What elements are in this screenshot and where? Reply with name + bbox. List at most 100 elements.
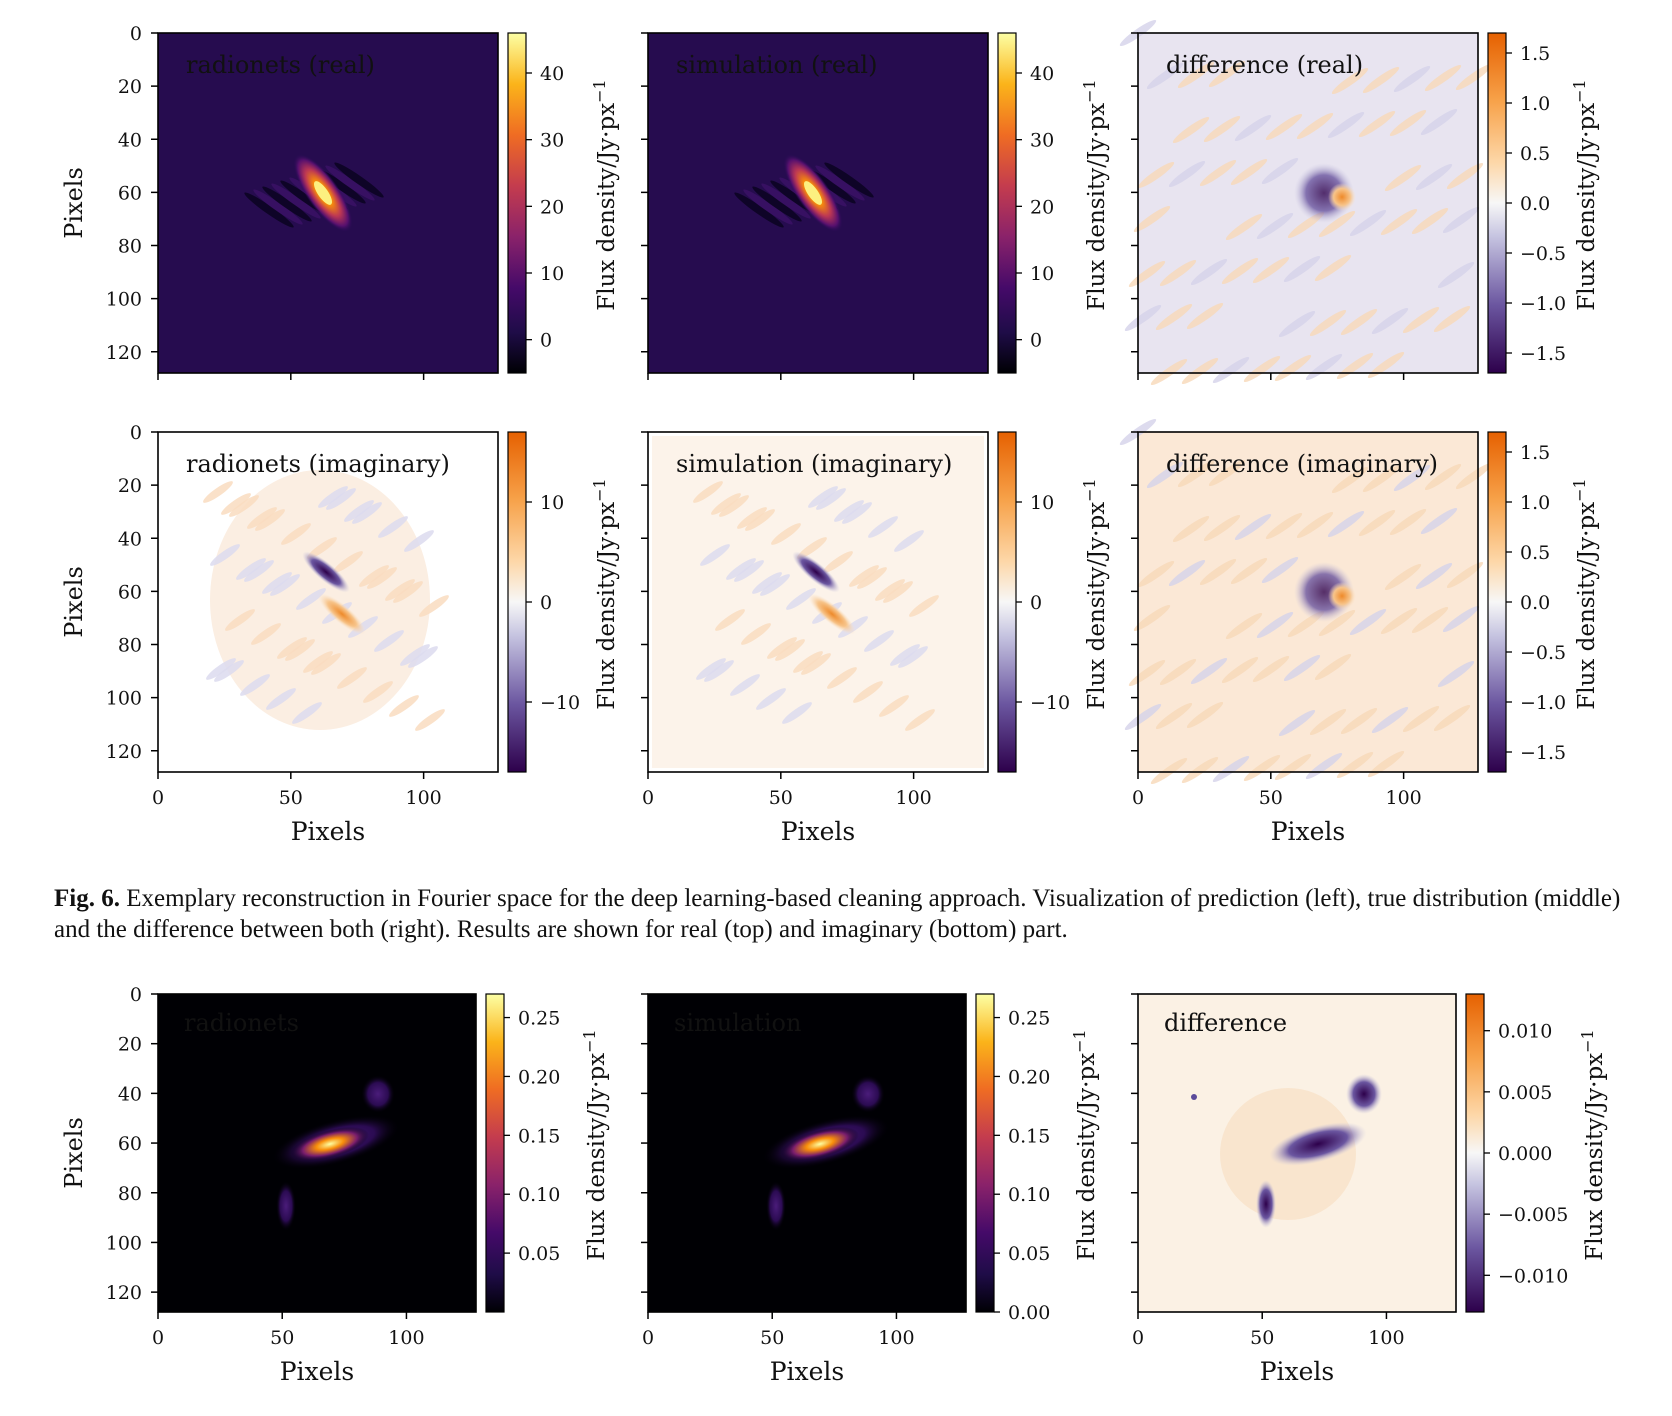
plot-frame xyxy=(1137,431,1479,773)
x-axis-label: Pixels xyxy=(1260,1357,1335,1386)
colorbar-tick-label: 10 xyxy=(540,263,564,285)
noise-streak xyxy=(1380,607,1418,635)
figure-label: Fig. 6. xyxy=(54,885,120,912)
noise-streak xyxy=(1384,563,1422,591)
noise-streak xyxy=(1190,258,1228,286)
colorbar xyxy=(975,993,995,1313)
noise-streak xyxy=(415,709,445,731)
noise-streak xyxy=(793,651,823,673)
noise-streak xyxy=(834,500,864,522)
negative-lobe xyxy=(302,551,350,593)
noise-streak xyxy=(1424,463,1462,491)
noise-streak xyxy=(393,581,423,603)
noise-streak xyxy=(827,667,857,689)
y-tick-label: 80 xyxy=(118,236,142,258)
fringe xyxy=(824,162,874,198)
panel-title: radionets (real) xyxy=(186,51,375,79)
noise-streak xyxy=(266,688,296,710)
x-tick-label: 50 xyxy=(279,787,303,809)
noise-streak xyxy=(1261,157,1299,185)
colorbar-label: Flux density/Jy·px−1 xyxy=(1070,1029,1100,1261)
noise-streak xyxy=(214,660,244,682)
x-tick-label: 100 xyxy=(1368,1327,1404,1349)
noise-streak xyxy=(1318,609,1356,637)
source-core xyxy=(291,1126,369,1162)
colorbar-tick-label: 0.25 xyxy=(1008,1008,1050,1030)
noise-streak xyxy=(1177,61,1215,89)
noise-streak xyxy=(1424,64,1462,92)
colorbar-tick-label: 30 xyxy=(1030,130,1054,152)
x-axis-label: Pixels xyxy=(770,1357,845,1386)
colorbar xyxy=(1487,32,1507,374)
noise-streak xyxy=(760,574,790,596)
noise-streak xyxy=(1256,212,1294,240)
fringe xyxy=(244,192,294,228)
noise-streak xyxy=(307,537,337,559)
noise-streak xyxy=(400,644,430,666)
panel-6: difference (imaginary) 0 50 100 Pixels 1.5 1.0… xyxy=(1119,418,1600,846)
y-tick-label: 100 xyxy=(106,1232,142,1254)
noise-streak xyxy=(816,488,846,510)
colorbar-tick-label: 0.10 xyxy=(1008,1184,1050,1206)
noise-streak xyxy=(1415,562,1453,590)
x-tick-label: 0 xyxy=(642,1327,654,1349)
noise-streak xyxy=(1159,658,1197,686)
noise-streak xyxy=(1225,612,1263,640)
noise-streak xyxy=(782,702,812,724)
colorbar-tick-label: 1.0 xyxy=(1520,492,1550,514)
y-axis-label: Pixels xyxy=(60,1117,88,1189)
y-tick-label: 120 xyxy=(106,342,142,364)
y-axis-label: Pixels xyxy=(60,167,88,239)
y-tick-label: 100 xyxy=(106,289,142,311)
colorbar-label: Flux density/Jy·px−1 xyxy=(1570,79,1600,311)
noise-streak xyxy=(419,595,449,617)
center-residual xyxy=(1328,582,1356,610)
x-tick-label: 50 xyxy=(1259,787,1283,809)
noise-streak xyxy=(378,516,408,538)
noise-streak xyxy=(326,488,356,510)
noise-streak xyxy=(711,493,741,515)
noise-streak xyxy=(849,565,879,587)
noise-streak xyxy=(318,486,348,508)
noise-streak xyxy=(693,481,723,503)
noise-streak xyxy=(1168,559,1206,587)
noise-streak xyxy=(1203,115,1241,143)
source-blob xyxy=(851,1075,885,1113)
noise-streak xyxy=(823,551,853,573)
noise-streak xyxy=(1420,108,1458,136)
colorbar-tick-label: −1.0 xyxy=(1520,293,1566,315)
y-tick-label: 120 xyxy=(106,741,142,763)
noise-streak xyxy=(1199,558,1237,586)
colorbar-tick-label: 0.15 xyxy=(518,1125,560,1147)
y-tick-label: 120 xyxy=(106,1282,142,1304)
noise-streak xyxy=(1221,656,1259,684)
colorbar-tick-label: −1.5 xyxy=(1520,343,1566,365)
noise-streak xyxy=(883,581,913,603)
colorbar-label: Flux density/Jy·px−1 xyxy=(1080,79,1110,311)
fringe xyxy=(334,162,384,198)
noise-streak xyxy=(879,695,909,717)
x-tick-label: 0 xyxy=(1132,787,1144,809)
y-tick-label: 60 xyxy=(118,581,142,603)
noise-streak xyxy=(303,651,333,673)
noise-streak xyxy=(1318,210,1356,238)
noise-streak xyxy=(1314,653,1352,681)
colorbar-tick-label: 0.05 xyxy=(518,1243,560,1265)
y-tick-label: 20 xyxy=(118,475,142,497)
peak-core xyxy=(313,181,333,205)
colorbar xyxy=(997,32,1017,374)
y-tick-label: 0 xyxy=(130,23,142,45)
noise-streak xyxy=(367,567,397,589)
noise-streak xyxy=(1340,308,1378,336)
peak-core xyxy=(803,181,823,205)
noise-streak xyxy=(1230,158,1268,186)
noise-streak xyxy=(737,507,767,529)
y-tick-label: 20 xyxy=(118,1034,142,1056)
noise-streak xyxy=(801,653,831,675)
noise-streak xyxy=(1446,561,1484,589)
noise-streak xyxy=(1367,351,1405,379)
noise-streak xyxy=(1181,357,1219,385)
noise-streak xyxy=(1327,510,1365,538)
figure-caption-text: Exemplary reconstruction in Fourier spac… xyxy=(54,885,1621,943)
noise-streak xyxy=(229,495,259,517)
